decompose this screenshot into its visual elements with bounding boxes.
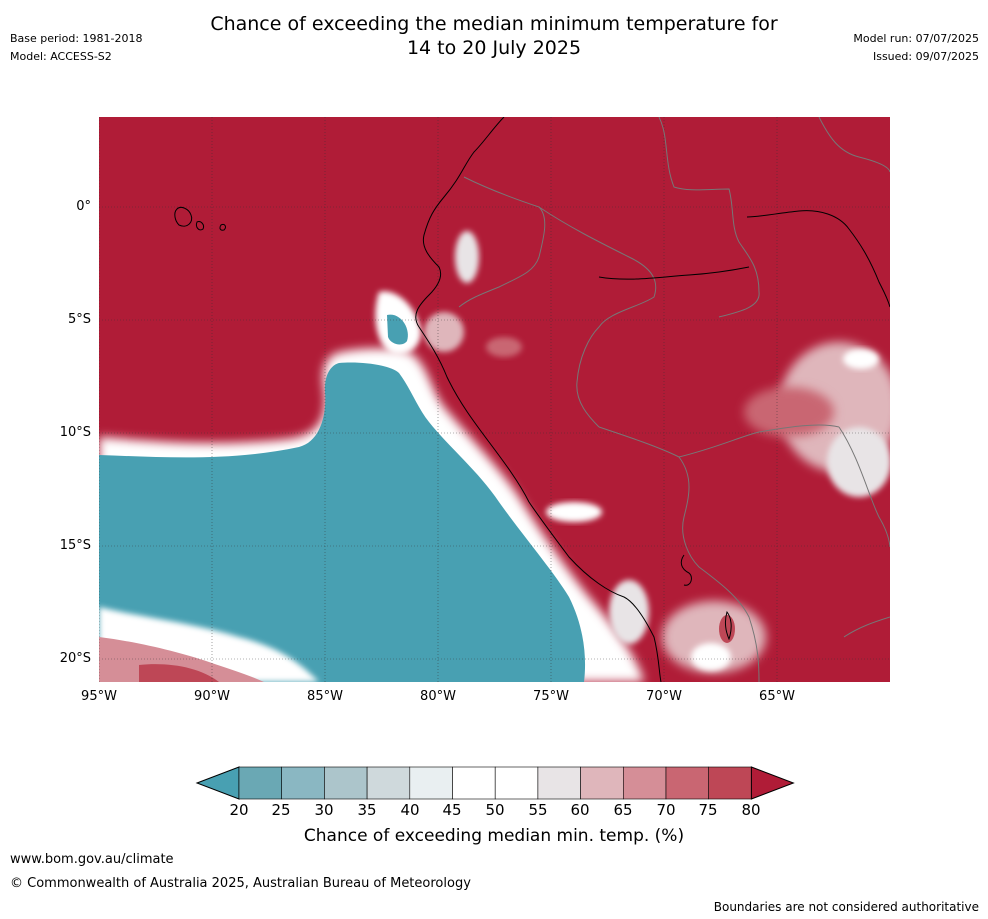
lon-label-75w: 75°W [533,689,569,704]
lon-label-65w: 65°W [759,689,795,704]
colorbar-cell [665,766,710,800]
lon-label-90w: 90°W [194,689,230,704]
colorbar-tick: 55 [528,801,548,819]
disclaimer-text: Boundaries are not considered authoritat… [713,900,979,914]
lat-label-0: 0° [76,199,91,214]
colorbar-tick: 25 [271,801,291,819]
colorbar-cell [537,766,581,800]
colorbar-cell [409,766,453,800]
lat-label-20s: 20°S [59,651,91,666]
website-link[interactable]: www.bom.gov.au/climate [10,852,174,867]
colorbar-tick: 75 [698,801,718,819]
colorbar-tick: 40 [400,801,420,819]
colorbar-label: Chance of exceeding median min. temp. (%… [303,826,685,846]
issued-date-text: Issued: 09/07/2025 [872,50,979,63]
model-run-text: Model run: 07/07/2025 [853,32,979,45]
colorbar-cell [281,766,325,800]
colorbar-tick: 35 [357,801,377,819]
graticule [99,117,890,682]
country-borders [458,117,890,682]
lat-label-10s: 10°S [59,425,91,440]
colorbar-tick: 70 [656,801,676,819]
title-line-1: Chance of exceeding the median minimum t… [210,13,778,35]
copyright-text: © Commonwealth of Australia 2025, Austra… [10,876,471,891]
colorbar-tick: 30 [314,801,334,819]
colorbar-tick: 80 [741,801,761,819]
colorbar-cell [366,766,411,800]
colorbar-cell [324,766,368,800]
colorbar-extend-high [750,766,795,800]
colorbar-extend-low [195,766,240,800]
page-title: Chance of exceeding the median minimum t… [0,12,988,60]
probability-map [99,117,890,682]
inland-patches [424,231,890,673]
lon-label-80w: 80°W [420,689,456,704]
colorbar-cell [494,766,539,800]
lon-label-85w: 85°W [307,689,343,704]
colorbar-cell [238,766,283,800]
coastline [174,117,890,682]
lat-label-15s: 15°S [59,538,91,553]
lon-label-95w: 95°W [81,689,117,704]
model-name-text: Model: ACCESS-S2 [10,50,112,63]
colorbar-tick: 45 [442,801,462,819]
colorbar-tick: 65 [613,801,633,819]
lat-label-5s: 5°S [67,312,91,327]
colorbar-cell [452,766,496,800]
colorbar-cell [580,766,624,800]
colorbar-cell [622,766,667,800]
colorbar [195,766,795,800]
colorbar-cell [708,766,752,800]
colorbar-tick: 20 [229,801,249,819]
colorbar-tick: 50 [485,801,505,819]
colorbar-tick: 60 [570,801,590,819]
ocean-low-region [99,291,644,682]
title-line-2: 14 to 20 July 2025 [406,37,582,59]
lon-label-70w: 70°W [646,689,682,704]
base-period-text: Base period: 1981-2018 [10,32,143,45]
